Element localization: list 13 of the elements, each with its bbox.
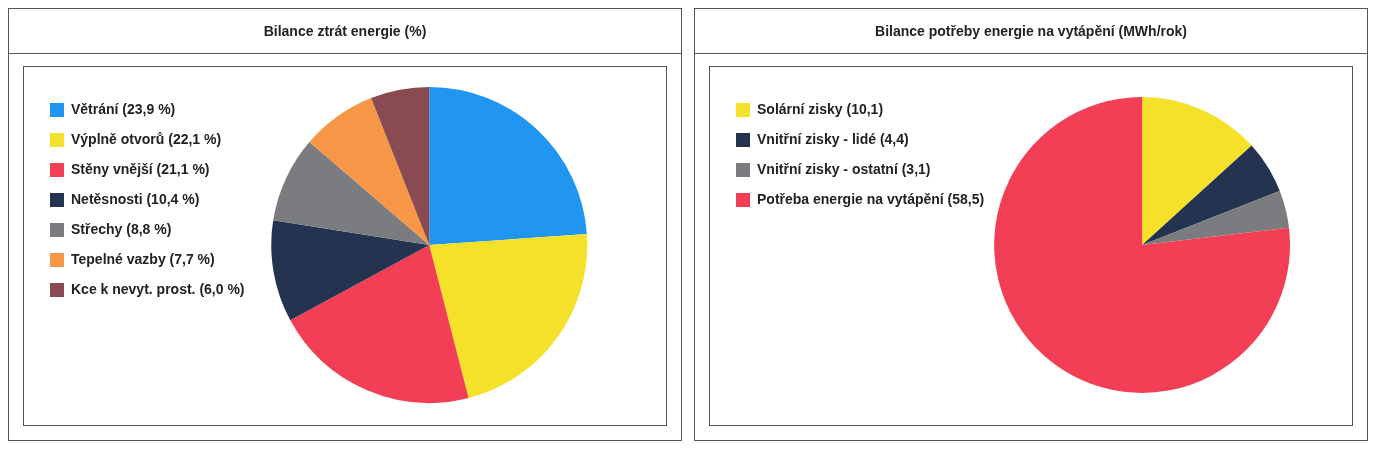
legend-label: Kce k nevyt. prost. (6,0 %) xyxy=(71,280,245,297)
legend-label: Výplně otvorů (22,1 %) xyxy=(71,130,222,147)
legend-label: Stěny vnější (21,1 %) xyxy=(71,160,210,177)
legend-label: Potřeba energie na vytápění (58,5) xyxy=(757,190,985,207)
legend-label: Střechy (8,8 %) xyxy=(71,220,172,237)
chart-title: Bilance potřeby energie na vytápění (MWh/rok) xyxy=(695,9,1367,54)
legend-label: Solární zisky (10,1) xyxy=(757,100,884,117)
chart-title: Bilance ztrát energie (%) xyxy=(9,9,681,54)
legend-label: Vnitřní zisky - ostatní (3,1) xyxy=(757,160,931,177)
legend-label: Větrání (23,9 %) xyxy=(71,100,176,117)
legend-label: Netěsnosti (10,4 %) xyxy=(71,190,200,207)
legend-label: Vnitřní zisky - lidé (4,4) xyxy=(757,130,909,147)
legend-label: Tepelné vazby (7,7 %) xyxy=(71,250,215,267)
